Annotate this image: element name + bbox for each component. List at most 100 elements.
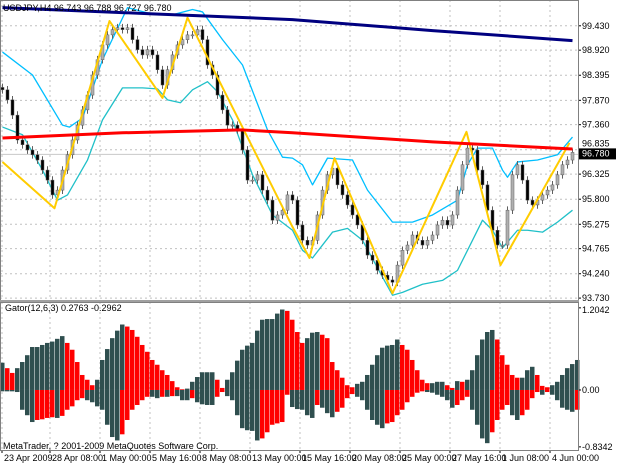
- gator-upper-bar: [45, 342, 50, 390]
- gator-lower-bar: [130, 389, 135, 410]
- main-pane[interactable]: [0, 6, 578, 296]
- current-price-label: 96.780: [582, 148, 610, 158]
- candle: [495, 230, 500, 246]
- gator-upper-bar: [5, 368, 10, 390]
- candle: [435, 224, 440, 236]
- gator-upper-bar: [370, 364, 375, 390]
- current-price-badge: [579, 148, 616, 160]
- candle: [225, 109, 230, 126]
- candle: [475, 149, 480, 171]
- gator-lower-bar: [30, 389, 35, 423]
- gator-upper-bar: [525, 370, 530, 390]
- gator-lower-bar: [230, 389, 235, 401]
- gator-lower-bar: [255, 389, 260, 441]
- x-tick-label: 25 May 00:00: [402, 453, 457, 463]
- y-tick-label: 96.325: [582, 169, 610, 179]
- candle: [440, 219, 445, 226]
- candle: [555, 174, 560, 186]
- gator-upper-bar: [210, 372, 215, 390]
- gator-upper-bar: [445, 385, 450, 390]
- gator-lower-bar: [510, 389, 515, 416]
- gator-lower-bar: [10, 389, 15, 392]
- gator-lower-bar: [65, 389, 70, 410]
- gator-lower-bar: [125, 389, 130, 420]
- gator-lower-bar: [420, 389, 425, 392]
- gator-lower-bar: [395, 389, 400, 416]
- x-tick-label: 8 May 08:00: [202, 453, 252, 463]
- zigzag-line: [1, 16, 571, 295]
- gator-upper-bar: [165, 374, 170, 390]
- gator-upper-bar: [80, 374, 85, 390]
- gator-lower-bar: [220, 389, 225, 393]
- candle: [155, 54, 160, 70]
- gator-lower-bar: [375, 389, 380, 425]
- gator-upper-bar: [365, 374, 370, 390]
- candle: [195, 29, 200, 36]
- gator-upper-bar: [135, 336, 140, 390]
- gator-upper-bar: [495, 339, 500, 390]
- gator-upper-bar: [180, 389, 185, 390]
- gator-upper-bar: [90, 385, 95, 390]
- gator-upper-bar: [450, 387, 455, 390]
- gator-upper-bar: [425, 383, 430, 390]
- gator-lower-bar: [180, 389, 185, 401]
- gator-y-tick-label: 0.00: [582, 385, 600, 395]
- gator-upper-bar: [110, 338, 115, 390]
- gator-upper-bar: [65, 342, 70, 390]
- gator-upper-bar: [255, 330, 260, 390]
- gator-upper-bar: [35, 347, 40, 390]
- gator-lower-bar: [20, 389, 25, 410]
- gator-upper-bar: [120, 324, 125, 390]
- gator-lower-bar: [35, 389, 40, 420]
- gator-lower-bar: [95, 389, 100, 407]
- pane-separator[interactable]: [0, 300, 579, 302]
- gator-lower-bar: [235, 389, 240, 416]
- candle: [410, 234, 415, 246]
- gator-upper-bar: [60, 336, 65, 390]
- gator-upper-bar: [415, 370, 420, 390]
- gator-upper-bar: [20, 362, 25, 390]
- band-upper-line: [2, 6, 573, 223]
- gator-lower-bar: [360, 389, 365, 401]
- y-tick-label: 95.275: [582, 219, 610, 229]
- y-tick-label: 96.835: [582, 138, 610, 148]
- gator-lower-bar: [385, 389, 390, 424]
- gator-lower-bar: [260, 389, 265, 439]
- gator-lower-bar: [5, 389, 10, 392]
- moving-average-slow-line: [2, 6, 573, 43]
- gator-lower-bar: [100, 389, 105, 410]
- gator-upper-bar: [555, 381, 560, 390]
- gator-lower-bar: [400, 389, 405, 410]
- gator-lower-bar: [50, 389, 55, 418]
- gator-upper-bar: [335, 370, 340, 390]
- candle: [350, 204, 355, 216]
- candle: [455, 189, 460, 216]
- candle: [515, 164, 520, 176]
- gator-lower-bar: [305, 389, 310, 416]
- gator-lower-bar: [55, 389, 60, 418]
- gator-upper-bar: [375, 355, 380, 390]
- gator-upper-bar: [575, 359, 580, 390]
- x-tick-label: 4 Jun 00:00: [552, 453, 599, 463]
- gator-upper-bar: [455, 381, 460, 390]
- gator-lower-bar: [390, 389, 395, 423]
- candle: [280, 209, 285, 216]
- gator-lower-bar: [405, 389, 410, 403]
- candle: [300, 224, 305, 241]
- candle: [265, 189, 270, 201]
- gator-lower-bar: [320, 389, 325, 408]
- gator-upper-bar: [530, 366, 535, 390]
- candle: [255, 174, 260, 181]
- candle: [540, 194, 545, 201]
- gator-upper-bar: [395, 339, 400, 390]
- gator-lower-bar: [270, 389, 275, 425]
- gator-upper-bar: [475, 355, 480, 390]
- gator-lower-bar: [455, 389, 460, 405]
- candle: [425, 240, 430, 246]
- gator-upper-bar: [25, 355, 30, 390]
- gator-pane[interactable]: [0, 309, 580, 444]
- gator-lower-bar: [290, 389, 295, 408]
- gator-upper-bar: [565, 368, 570, 390]
- gator-lower-bar: [155, 389, 160, 399]
